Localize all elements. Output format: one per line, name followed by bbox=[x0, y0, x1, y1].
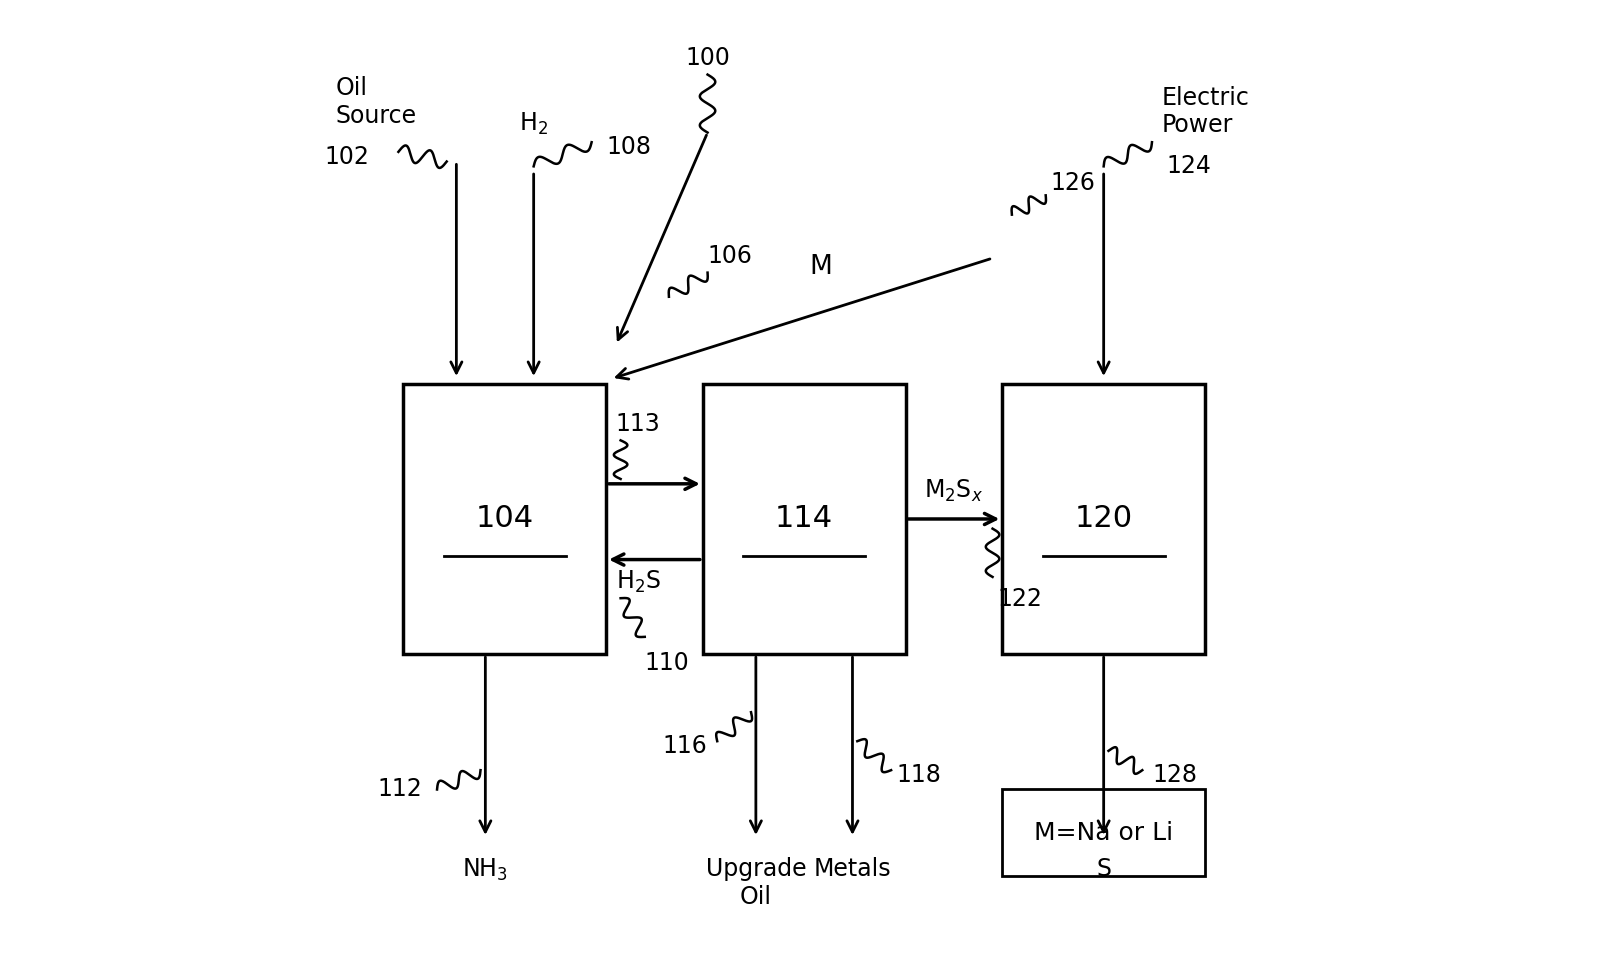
Text: H$_2$: H$_2$ bbox=[519, 111, 549, 137]
Text: 114: 114 bbox=[775, 505, 833, 533]
Text: 128: 128 bbox=[1152, 763, 1197, 787]
FancyBboxPatch shape bbox=[1002, 790, 1205, 876]
Text: 102: 102 bbox=[325, 145, 369, 169]
FancyBboxPatch shape bbox=[1002, 384, 1205, 655]
FancyBboxPatch shape bbox=[403, 384, 607, 655]
Text: 126: 126 bbox=[1050, 172, 1095, 195]
Text: 120: 120 bbox=[1074, 505, 1133, 533]
Text: M$_2$S$_x$: M$_2$S$_x$ bbox=[924, 478, 984, 505]
Text: H$_2$S: H$_2$S bbox=[616, 569, 660, 596]
Text: 108: 108 bbox=[607, 135, 650, 159]
Text: 122: 122 bbox=[997, 587, 1042, 611]
Text: M: M bbox=[809, 254, 833, 280]
Text: 100: 100 bbox=[684, 46, 730, 70]
Text: 113: 113 bbox=[616, 412, 660, 435]
Text: Oil
Source: Oil Source bbox=[335, 75, 417, 127]
Text: 106: 106 bbox=[707, 244, 752, 268]
Text: M=Na or Li: M=Na or Li bbox=[1034, 821, 1173, 845]
Text: NH$_3$: NH$_3$ bbox=[463, 858, 508, 883]
Text: Electric
Power: Electric Power bbox=[1162, 85, 1249, 137]
Text: 116: 116 bbox=[663, 734, 707, 758]
Text: 104: 104 bbox=[476, 505, 534, 533]
Text: Upgrade
Oil: Upgrade Oil bbox=[705, 858, 806, 908]
Text: S: S bbox=[1095, 858, 1112, 881]
Text: 110: 110 bbox=[644, 652, 689, 675]
Text: 112: 112 bbox=[379, 777, 422, 802]
FancyBboxPatch shape bbox=[702, 384, 906, 655]
Text: 118: 118 bbox=[896, 763, 940, 787]
Text: 124: 124 bbox=[1167, 155, 1212, 178]
Text: Metals: Metals bbox=[814, 858, 892, 881]
